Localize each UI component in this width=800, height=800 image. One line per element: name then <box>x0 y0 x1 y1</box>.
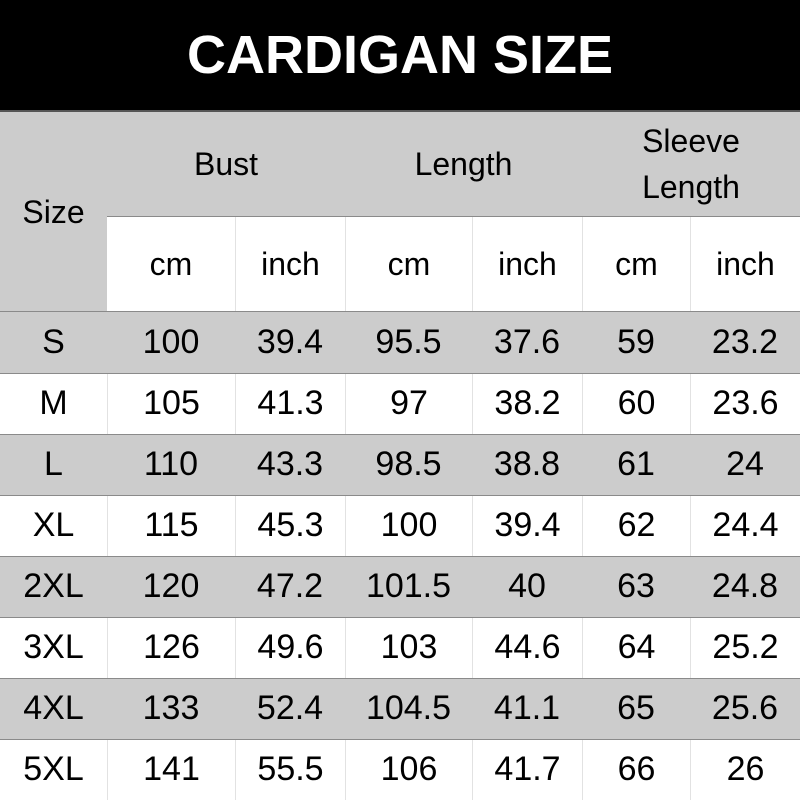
table-cell: 43.3 <box>235 434 345 495</box>
table-cell: 103 <box>345 617 472 678</box>
table-cell: 110 <box>107 434 235 495</box>
table-cell: 25.2 <box>690 617 800 678</box>
size-label: 4XL <box>0 678 107 739</box>
table-cell: 63 <box>582 556 690 617</box>
header-unit: cm <box>582 216 690 312</box>
table-cell: 120 <box>107 556 235 617</box>
table-cell: 106 <box>345 739 472 800</box>
size-label: M <box>39 383 68 422</box>
page-title: CARDIGAN SIZE <box>0 0 800 112</box>
table-cell: 55.5 <box>235 739 345 800</box>
header-size: Size <box>0 112 107 312</box>
divider <box>0 739 800 740</box>
table-cell: 101.5 <box>345 556 472 617</box>
size-label: XL <box>32 505 75 544</box>
size-label: L <box>0 434 107 495</box>
divider <box>0 434 800 435</box>
size-label: 5XL <box>23 749 84 788</box>
table-cell: 60 <box>582 373 690 434</box>
header-unit: inch <box>690 216 800 312</box>
size-label: S <box>0 312 107 373</box>
table-cell: 115 <box>107 495 235 556</box>
table-cell: 23.2 <box>690 312 800 373</box>
header-sleeve-length: Sleeve Length <box>582 112 800 216</box>
table-cell: 100 <box>107 312 235 373</box>
table-cell: 104.5 <box>345 678 472 739</box>
table-cell: 41.7 <box>472 739 582 800</box>
header-unit: inch <box>235 216 345 312</box>
table-cell: 126 <box>107 617 235 678</box>
table-cell: 47.2 <box>235 556 345 617</box>
header-length: Length <box>345 112 582 216</box>
header-unit: inch <box>472 216 582 312</box>
table-cell: 59 <box>582 312 690 373</box>
divider <box>0 373 800 374</box>
table-cell: 23.6 <box>690 373 800 434</box>
table-cell: 26 <box>690 739 800 800</box>
table-cell: 52.4 <box>235 678 345 739</box>
table-cell: 24 <box>690 434 800 495</box>
table-cell: 61 <box>582 434 690 495</box>
size-label: 3XL <box>23 627 84 666</box>
table-cell: 44.6 <box>472 617 582 678</box>
table-cell: 38.8 <box>472 434 582 495</box>
table-cell: 49.6 <box>235 617 345 678</box>
table-cell: 64 <box>582 617 690 678</box>
divider <box>0 678 800 679</box>
table-cell: 39.4 <box>235 312 345 373</box>
table-cell: 38.2 <box>472 373 582 434</box>
divider <box>0 556 800 557</box>
header-unit: cm <box>345 216 472 312</box>
table-cell: 24.8 <box>690 556 800 617</box>
table-cell: 24.4 <box>690 495 800 556</box>
table-cell: 62 <box>582 495 690 556</box>
header-bust: Bust <box>107 112 345 216</box>
divider <box>0 311 800 312</box>
table-cell: 39.4 <box>472 495 582 556</box>
size-label: 2XL <box>0 556 107 617</box>
table-cell: 97 <box>345 373 472 434</box>
divider <box>107 216 800 217</box>
table-cell: 37.6 <box>472 312 582 373</box>
divider <box>0 495 800 496</box>
table-cell: 25.6 <box>690 678 800 739</box>
table-cell: 98.5 <box>345 434 472 495</box>
header-unit: cm <box>149 245 193 282</box>
table-cell: 66 <box>582 739 690 800</box>
divider <box>0 617 800 618</box>
table-cell: 141 <box>107 739 235 800</box>
table-cell: 133 <box>107 678 235 739</box>
table-cell: 105 <box>107 373 235 434</box>
table-cell: 41.1 <box>472 678 582 739</box>
table-cell: 41.3 <box>235 373 345 434</box>
table-cell: 65 <box>582 678 690 739</box>
table-cell: 40 <box>472 556 582 617</box>
table-cell: 45.3 <box>235 495 345 556</box>
table-cell: 95.5 <box>345 312 472 373</box>
table-cell: 100 <box>345 495 472 556</box>
